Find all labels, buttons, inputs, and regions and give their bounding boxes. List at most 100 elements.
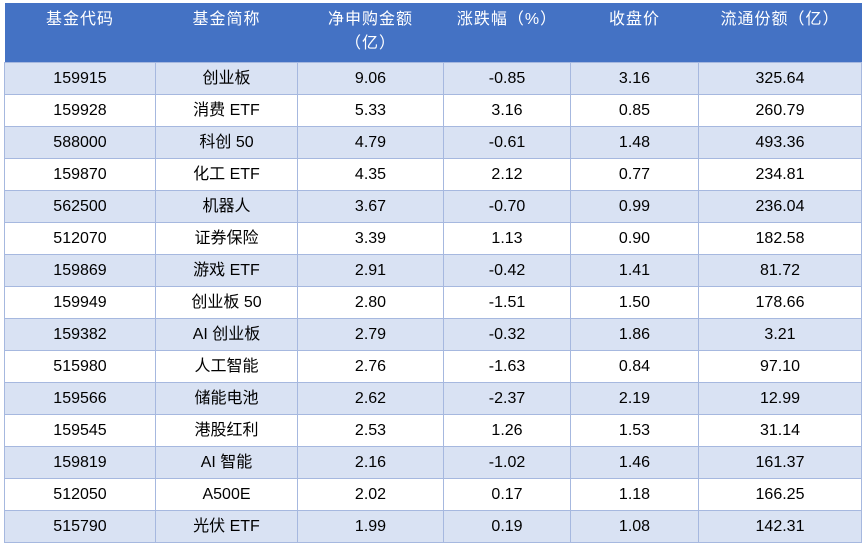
fund-table-container: 基金代码 基金简称 净申购金额 （亿） 涨跌幅（%） 收盘价 流通份额（亿） — [4, 3, 862, 543]
cell-code: 159870 — [4, 158, 156, 191]
cell-chg: 3.16 — [443, 94, 571, 127]
cell-net: 2.62 — [297, 382, 444, 415]
cell-chg: -0.85 — [443, 62, 571, 95]
cell-close: 1.86 — [570, 318, 699, 351]
fund-table: 基金代码 基金简称 净申购金额 （亿） 涨跌幅（%） 收盘价 流通份额（亿） — [4, 3, 862, 543]
column-header-chg-label: 涨跌幅（%） — [456, 11, 558, 28]
table-row: 159382 AI 创业板 2.79 -0.32 1.86 3.21 — [4, 318, 862, 351]
cell-chg: 1.13 — [443, 222, 571, 255]
cell-code: 159928 — [4, 94, 156, 127]
table-row: 159928 消费 ETF 5.33 3.16 0.85 260.79 — [4, 94, 862, 127]
cell-shares: 325.64 — [698, 62, 862, 95]
column-header-code: 基金代码 — [4, 3, 156, 63]
cell-net: 2.16 — [297, 446, 444, 479]
cell-net: 2.80 — [297, 286, 444, 319]
cell-chg: -1.02 — [443, 446, 571, 479]
header-row: 基金代码 基金简称 净申购金额 （亿） 涨跌幅（%） 收盘价 流通份额（亿） — [4, 3, 862, 63]
cell-shares: 142.31 — [698, 510, 862, 543]
table-row: 159949 创业板 50 2.80 -1.51 1.50 178.66 — [4, 286, 862, 319]
table-row: 512070 证券保险 3.39 1.13 0.90 182.58 — [4, 222, 862, 255]
cell-chg: -1.63 — [443, 350, 571, 383]
cell-shares: 182.58 — [698, 222, 862, 255]
table-row: 512050 A500E 2.02 0.17 1.18 166.25 — [4, 478, 862, 511]
column-header-close-label: 收盘价 — [608, 11, 660, 28]
cell-code: 159819 — [4, 446, 156, 479]
cell-name: 机器人 — [155, 190, 298, 223]
cell-close: 0.84 — [570, 350, 699, 383]
cell-name: AI 创业板 — [155, 318, 298, 351]
cell-chg: -2.37 — [443, 382, 571, 415]
cell-close: 1.50 — [570, 286, 699, 319]
cell-close: 0.99 — [570, 190, 699, 223]
cell-code: 512070 — [4, 222, 156, 255]
table-row: 515980 人工智能 2.76 -1.63 0.84 97.10 — [4, 350, 862, 383]
column-header-close: 收盘价 — [570, 3, 699, 63]
table-row: 159870 化工 ETF 4.35 2.12 0.77 234.81 — [4, 158, 862, 191]
cell-chg: 0.17 — [443, 478, 571, 511]
table-row: 159545 港股红利 2.53 1.26 1.53 31.14 — [4, 414, 862, 447]
cell-chg: -0.42 — [443, 254, 571, 287]
column-header-name: 基金简称 — [155, 3, 298, 63]
cell-code: 515790 — [4, 510, 156, 543]
cell-chg: -0.32 — [443, 318, 571, 351]
column-header-net-label: 净申购金额 — [327, 11, 413, 28]
cell-name: 消费 ETF — [155, 94, 298, 127]
table-row: 562500 机器人 3.67 -0.70 0.99 236.04 — [4, 190, 862, 223]
cell-name: 储能电池 — [155, 382, 298, 415]
cell-code: 159915 — [4, 62, 156, 95]
cell-net: 2.79 — [297, 318, 444, 351]
table-row: 159819 AI 智能 2.16 -1.02 1.46 161.37 — [4, 446, 862, 479]
cell-close: 1.41 — [570, 254, 699, 287]
cell-close: 0.85 — [570, 94, 699, 127]
cell-net: 2.91 — [297, 254, 444, 287]
column-header-code-label: 基金代码 — [45, 11, 114, 28]
cell-chg: -0.70 — [443, 190, 571, 223]
cell-shares: 166.25 — [698, 478, 862, 511]
cell-shares: 3.21 — [698, 318, 862, 351]
cell-shares: 31.14 — [698, 414, 862, 447]
table-row: 159566 储能电池 2.62 -2.37 2.19 12.99 — [4, 382, 862, 415]
cell-code: 159949 — [4, 286, 156, 319]
cell-shares: 260.79 — [698, 94, 862, 127]
cell-name: 人工智能 — [155, 350, 298, 383]
cell-chg: -1.51 — [443, 286, 571, 319]
cell-code: 512050 — [4, 478, 156, 511]
cell-chg: -0.61 — [443, 126, 571, 159]
cell-name: AI 智能 — [155, 446, 298, 479]
cell-net: 3.67 — [297, 190, 444, 223]
column-header-net: 净申购金额 （亿） — [297, 3, 444, 63]
cell-code: 159545 — [4, 414, 156, 447]
table-row: 159869 游戏 ETF 2.91 -0.42 1.41 81.72 — [4, 254, 862, 287]
cell-close: 0.90 — [570, 222, 699, 255]
cell-name: 港股红利 — [155, 414, 298, 447]
cell-close: 1.18 — [570, 478, 699, 511]
cell-close: 2.19 — [570, 382, 699, 415]
cell-net: 4.35 — [297, 158, 444, 191]
cell-name: 游戏 ETF — [155, 254, 298, 287]
cell-net: 9.06 — [297, 62, 444, 95]
cell-net: 2.53 — [297, 414, 444, 447]
column-header-shares-label: 流通份额（亿） — [720, 11, 840, 28]
cell-net: 2.76 — [297, 350, 444, 383]
table-row: 588000 科创 50 4.79 -0.61 1.48 493.36 — [4, 126, 862, 159]
cell-close: 0.77 — [570, 158, 699, 191]
cell-name: 光伏 ETF — [155, 510, 298, 543]
cell-shares: 161.37 — [698, 446, 862, 479]
table-row: 159915 创业板 9.06 -0.85 3.16 325.64 — [4, 62, 862, 95]
cell-close: 3.16 — [570, 62, 699, 95]
cell-chg: 1.26 — [443, 414, 571, 447]
cell-shares: 236.04 — [698, 190, 862, 223]
cell-name: A500E — [155, 478, 298, 511]
column-header-name-label: 基金简称 — [192, 11, 261, 28]
cell-chg: 2.12 — [443, 158, 571, 191]
cell-chg: 0.19 — [443, 510, 571, 543]
cell-net: 5.33 — [297, 94, 444, 127]
cell-net: 2.02 — [297, 478, 444, 511]
cell-shares: 493.36 — [698, 126, 862, 159]
cell-code: 588000 — [4, 126, 156, 159]
cell-close: 1.53 — [570, 414, 699, 447]
cell-name: 科创 50 — [155, 126, 298, 159]
cell-shares: 97.10 — [698, 350, 862, 383]
table-row: 515790 光伏 ETF 1.99 0.19 1.08 142.31 — [4, 510, 862, 543]
column-header-shares: 流通份额（亿） — [698, 3, 862, 63]
